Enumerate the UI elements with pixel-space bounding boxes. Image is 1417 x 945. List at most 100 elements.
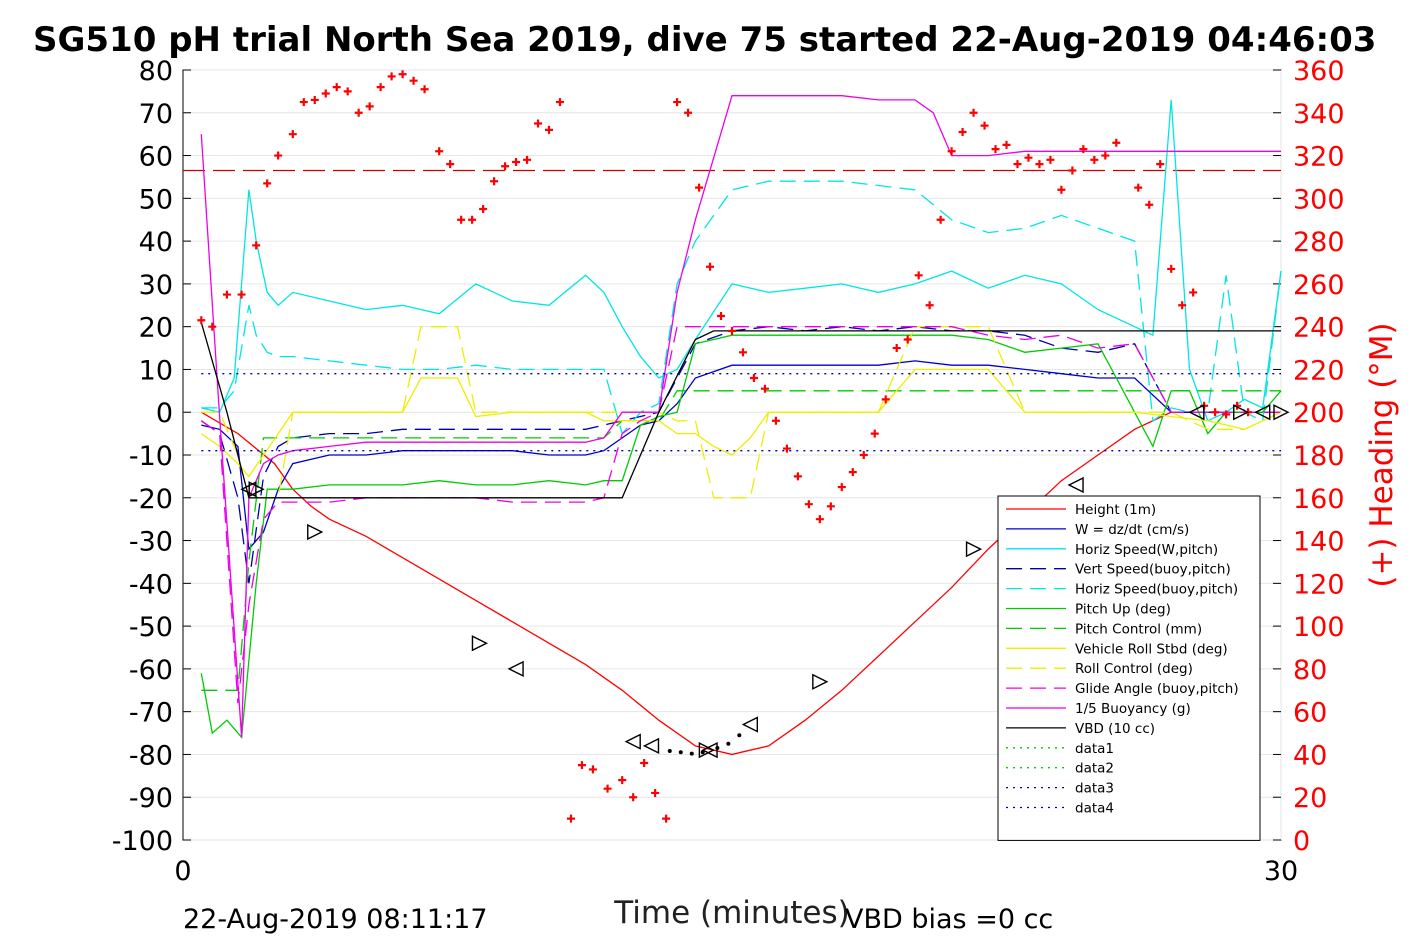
- legend-label: Horiz Speed(W,pitch): [1075, 542, 1218, 558]
- heading-point: [555, 98, 564, 107]
- chart-title: SG510 pH trial North Sea 2019, dive 75 s…: [33, 20, 1376, 60]
- legend-label: Vert Speed(buoy,pitch): [1075, 562, 1231, 578]
- left-tick-label: -80: [129, 740, 173, 771]
- turn-marker-right: [471, 635, 489, 652]
- turn-marker-right: [307, 523, 324, 541]
- heading-point: [1134, 183, 1143, 192]
- heading-point: [365, 102, 374, 111]
- heading-point: [903, 335, 912, 344]
- heading-point: [629, 793, 638, 802]
- heading-point: [1024, 153, 1033, 162]
- heading-point: [603, 784, 612, 793]
- turn-marker-left: [507, 660, 524, 678]
- heading-point: [958, 128, 967, 137]
- heading-point: [717, 311, 726, 320]
- turn-marker-right: [1273, 404, 1290, 421]
- heading-point: [479, 205, 488, 214]
- heading-point: [859, 451, 868, 459]
- legend-label: Glide Angle (buoy,pitch): [1075, 681, 1239, 697]
- heading-point: [815, 515, 824, 524]
- heading-point: [577, 761, 586, 770]
- heading-point: [376, 83, 385, 92]
- heading-point: [1090, 155, 1099, 164]
- heading-point: [936, 215, 945, 224]
- heading-point: [771, 416, 780, 425]
- left-tick-label: 0: [156, 398, 173, 429]
- heading-point: [892, 344, 901, 353]
- series-line-11: [200, 95, 1281, 738]
- heading-point: [793, 472, 802, 481]
- legend-label: Roll Control (deg): [1075, 661, 1193, 677]
- right-tick-label: 340: [1293, 99, 1345, 130]
- heading-point: [826, 502, 835, 511]
- marker-dot: [689, 751, 694, 756]
- legend-label: data2: [1075, 761, 1114, 777]
- heading-point: [321, 89, 330, 98]
- left-tick-label: 40: [139, 227, 173, 258]
- heading-point: [435, 147, 444, 156]
- left-tick-label: -50: [129, 612, 173, 643]
- heading-point: [468, 215, 477, 224]
- heading-point: [749, 374, 758, 382]
- heading-point: [991, 145, 1000, 154]
- left-tick-label: -40: [129, 569, 173, 600]
- left-tick-label: 60: [139, 142, 173, 173]
- heading-point: [1002, 140, 1011, 149]
- right-tick-label: 100: [1293, 612, 1345, 643]
- legend-label: VBD (10 cc): [1075, 721, 1155, 737]
- heading-point: [409, 76, 418, 85]
- heading-point: [263, 179, 272, 188]
- heading-point: [1167, 264, 1176, 273]
- turn-marker-left: [1067, 476, 1084, 494]
- heading-point: [782, 444, 791, 453]
- series-line-12: [200, 322, 1281, 499]
- marker-dot: [700, 750, 705, 755]
- heading-point: [299, 98, 308, 107]
- right-tick-label: 140: [1293, 527, 1345, 558]
- heading-point: [651, 788, 660, 797]
- left-tick-label: -60: [129, 655, 173, 686]
- heading-point: [208, 322, 217, 331]
- turn-marker-right: [248, 481, 265, 498]
- right-tick-label: 220: [1293, 355, 1345, 386]
- heading-point: [881, 395, 890, 404]
- turn-marker-left: [1188, 404, 1205, 421]
- marker-dot: [667, 749, 672, 754]
- series-line-3: [201, 99, 1282, 422]
- marker-dot: [726, 741, 731, 746]
- legend-label: data3: [1075, 781, 1114, 797]
- heading-point: [545, 125, 553, 134]
- heading-point: [588, 765, 597, 774]
- legend-label: Horiz Speed(buoy,pitch): [1075, 582, 1238, 598]
- right-tick-label: 80: [1293, 655, 1327, 686]
- heading-point: [1057, 185, 1066, 194]
- left-tick-label: -20: [129, 484, 173, 515]
- right-axis-label: (+) Heading (°M): [1364, 322, 1400, 587]
- heading-point: [1189, 288, 1198, 297]
- heading-point: [684, 108, 693, 117]
- heading-point: [618, 776, 627, 785]
- left-tick-label: 20: [139, 313, 173, 344]
- heading-point: [640, 759, 649, 767]
- right-tick-label: 160: [1293, 484, 1345, 515]
- legend-label: Pitch Up (deg): [1075, 602, 1171, 618]
- right-tick-label: 300: [1293, 184, 1345, 215]
- heading-point: [1013, 160, 1022, 169]
- right-tick-label: 280: [1293, 227, 1345, 258]
- heading-point: [837, 483, 846, 492]
- heading-point: [1101, 151, 1110, 160]
- turn-marker-left: [701, 742, 718, 759]
- turn-marker-left: [642, 737, 660, 755]
- right-tick-label: 60: [1293, 698, 1327, 729]
- heading-point: [274, 151, 283, 160]
- series-line-5: [201, 180, 1282, 435]
- turn-marker-right: [812, 673, 829, 690]
- right-tick-label: 200: [1293, 398, 1345, 429]
- turn-marker-right: [965, 540, 983, 558]
- right-axis-ticks: 3603403203002802602402202001801601401201…: [1293, 56, 1345, 857]
- turn-marker-right: [1233, 404, 1250, 421]
- heading-point: [1035, 160, 1044, 169]
- heading-point: [523, 155, 532, 164]
- right-tick-label: 320: [1293, 142, 1345, 173]
